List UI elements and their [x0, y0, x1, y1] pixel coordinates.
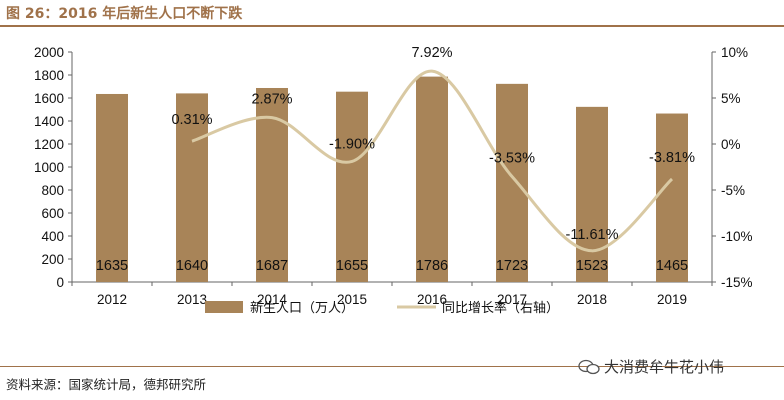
chart-line: 0.31% 2.87% -1.90% 7.92% -3.53% -11.61% -3.81% [171, 45, 695, 253]
right-tick-label: 5% [721, 91, 741, 106]
source-note: 资料来源：国家统计局，德邦研究所 [6, 377, 207, 392]
line-value-label: -11.61% [566, 227, 619, 243]
chart-axes: 0 200 400 600 800 1000 1200 1400 1600 1800 2000 -15… [34, 45, 753, 307]
x-tick-label: 2016 [417, 292, 447, 307]
x-tick-label: 2018 [577, 292, 607, 307]
x-tick-label: 2017 [497, 292, 527, 307]
line-value-label: 7.92% [411, 45, 452, 61]
line-value-label: -3.53% [489, 150, 535, 166]
left-tick-label: 800 [41, 183, 64, 198]
bar-2012 [96, 93, 128, 282]
left-tick-label: 1600 [34, 91, 64, 106]
line-value-label: 0.31% [171, 112, 212, 128]
x-tick-label: 2013 [177, 292, 207, 307]
bar-2013 [176, 93, 208, 283]
right-tick-label: 10% [721, 45, 748, 60]
legend-bar-swatch [205, 301, 243, 313]
left-tick-label: 400 [41, 229, 64, 244]
growth-rate-line [191, 69, 674, 253]
legend-line-label: 同比增长率（右轴） [442, 300, 559, 316]
title-divider [0, 25, 784, 27]
bar-value-label: 1655 [336, 258, 368, 274]
left-tick-label: 1800 [34, 68, 64, 83]
left-tick-label: 600 [41, 206, 64, 221]
legend-bar-label: 新生人口（万人） [250, 300, 354, 316]
left-tick-label: 0 [56, 275, 64, 290]
x-tick-label: 2019 [657, 292, 687, 307]
bar-value-label: 1640 [176, 258, 208, 274]
chart-bars: 1635 1640 1687 1655 1786 1723 1523 1465 [96, 76, 688, 283]
chart-legend: 新生人口（万人） 同比增长率（右轴） [205, 300, 559, 316]
bar-value-label: 1687 [256, 258, 288, 274]
x-tick-label: 2012 [97, 292, 127, 307]
bar-value-label: 1786 [416, 258, 448, 274]
line-value-label: -1.90% [329, 136, 375, 152]
bar-2016 [416, 76, 448, 282]
left-tick-label: 1000 [34, 160, 64, 175]
bar-value-label: 1465 [656, 258, 688, 274]
footer-divider [0, 366, 784, 367]
watermark: 大消费牟牛花小伟 [578, 356, 724, 377]
wechat-icon [578, 359, 600, 374]
line-value-label: -3.81% [649, 150, 695, 166]
bar-value-label: 1635 [96, 258, 128, 274]
bar-2015 [336, 91, 368, 282]
right-tick-label: -10% [721, 229, 753, 244]
x-tick-label: 2015 [337, 292, 367, 307]
x-tick-label: 2014 [257, 292, 288, 307]
bar-value-label: 1523 [576, 258, 608, 274]
right-tick-label: 0% [721, 137, 741, 152]
figure-title: 图 26：2016 年后新生人口不断下跌 [6, 6, 243, 22]
left-tick-label: 1200 [34, 137, 64, 152]
line-value-label: 2.87% [251, 92, 292, 108]
bar-2017 [496, 83, 528, 282]
bar-2018 [576, 106, 608, 282]
left-tick-label: 200 [41, 252, 64, 267]
chart: 0 200 400 600 800 1000 1200 1400 1600 1800 2000 -15… [34, 45, 753, 316]
right-tick-label: -5% [721, 183, 745, 198]
bar-2019 [656, 113, 688, 283]
left-tick-label: 2000 [34, 45, 64, 60]
right-tick-label: -15% [721, 275, 753, 290]
left-tick-label: 1400 [34, 114, 64, 129]
bar-value-label: 1723 [496, 258, 528, 274]
watermark-text: 大消费牟牛花小伟 [604, 358, 725, 376]
